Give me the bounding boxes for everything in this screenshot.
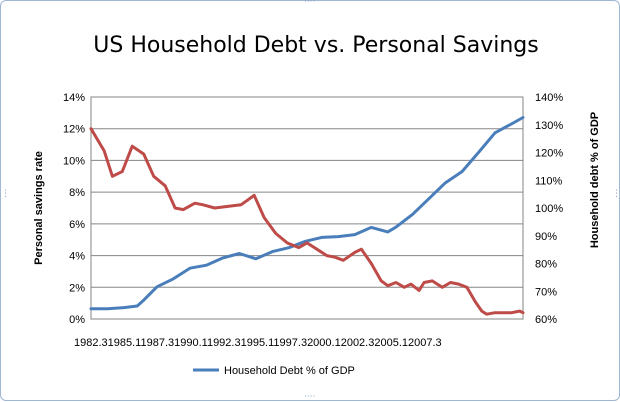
right-axis-tick-label: 70% <box>535 286 557 298</box>
left-axis-ticks: 0% 2% 4% 6% 8% 10% 12% 14% <box>63 92 85 326</box>
left-axis-tick-label: 10% <box>63 155 85 167</box>
series-layer <box>89 116 525 316</box>
left-axis-tick-label: 4% <box>69 251 85 263</box>
left-axis-tick-label: 0% <box>69 314 85 326</box>
right-axis-tick-label: 110% <box>535 175 563 187</box>
right-axis-tick-label: 120% <box>535 148 563 160</box>
left-axis-tick-label: 6% <box>69 219 85 231</box>
right-axis-tick-label: 60% <box>535 314 557 326</box>
resize-handle-top-icon[interactable]: ···· <box>304 0 316 7</box>
right-axis-tick-label: 130% <box>535 120 563 132</box>
legend: Household Debt % of GDP <box>193 365 355 377</box>
gridlines <box>91 128 523 288</box>
left-axis-tick-label: 8% <box>69 187 85 199</box>
left-axis-tick-label: 2% <box>69 282 85 294</box>
right-axis-tick-label: 100% <box>535 203 563 215</box>
left-axis-tick-label: 12% <box>63 124 85 136</box>
resize-handle-right-icon[interactable]: ⋮ <box>612 189 620 199</box>
left-axis-tick-label: 14% <box>63 92 85 104</box>
plot-area <box>90 96 524 320</box>
series-line-household-debt <box>89 116 525 311</box>
right-axis-tick-label: 90% <box>535 231 557 243</box>
left-axis-label: Personal savings rate <box>33 151 45 265</box>
right-axis-label: Household debt % of GDP <box>589 112 601 248</box>
resize-handle-bottom-icon[interactable]: ···· <box>304 392 316 402</box>
series-line-personal-savings <box>89 127 525 316</box>
resize-handle-left-icon[interactable]: ⋮ <box>1 189 10 199</box>
chart-title: US Household Debt vs. Personal Savings <box>93 33 538 58</box>
right-axis-tick-label: 140% <box>535 92 563 104</box>
legend-label-household-debt: Household Debt % of GDP <box>224 365 355 377</box>
x-axis-tick-labels: 1982.31985.11987.31990.11992.31995.11997… <box>74 337 442 349</box>
right-axis-ticks: 60% 70% 80% 90% 100% 110% 120% 130% 140% <box>535 92 563 326</box>
right-axis-tick-label: 80% <box>535 259 557 271</box>
